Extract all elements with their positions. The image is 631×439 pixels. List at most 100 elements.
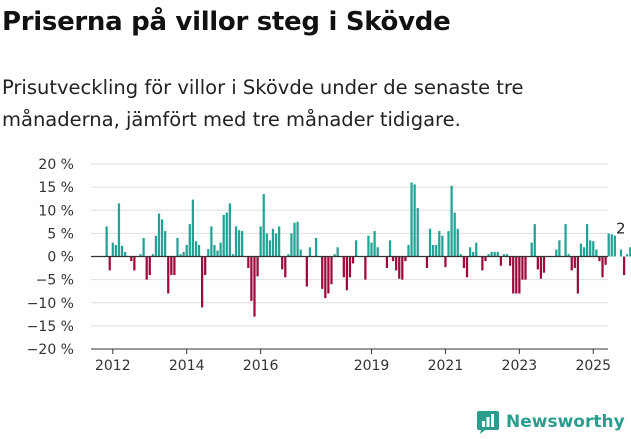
bar [130, 256, 133, 262]
bar [370, 242, 373, 257]
bar [173, 256, 176, 275]
y-tick-label: −15 % [27, 319, 74, 335]
bar [391, 256, 395, 262]
bar [536, 256, 539, 270]
bar [336, 247, 339, 257]
bar [314, 238, 318, 257]
bar [576, 256, 579, 294]
bar [228, 203, 231, 257]
bar [197, 244, 201, 257]
bar [496, 251, 499, 257]
bar [524, 256, 527, 280]
bar [305, 256, 308, 287]
bar [324, 256, 327, 299]
bar [619, 249, 623, 257]
bar [154, 235, 158, 257]
bar [333, 254, 336, 257]
bar [145, 256, 148, 280]
bar [595, 249, 598, 257]
bar [111, 242, 114, 257]
bar [530, 242, 533, 257]
bar [124, 251, 127, 257]
bar [481, 256, 484, 271]
bar [293, 222, 296, 257]
bar [425, 256, 429, 269]
newsworthy-logo-icon [477, 411, 499, 434]
brand: Newsworthy [476, 408, 625, 436]
bar [404, 256, 407, 262]
bar [586, 224, 589, 257]
bar [105, 226, 108, 257]
bar [407, 244, 410, 257]
bar [453, 212, 456, 257]
bar [401, 256, 404, 280]
bar [367, 235, 370, 257]
bar [194, 241, 198, 257]
bar [133, 256, 136, 271]
bar [188, 224, 191, 257]
bar [484, 256, 487, 262]
bar [613, 235, 616, 257]
x-tick-label: 2019 [354, 358, 390, 374]
bar [148, 256, 151, 275]
bar [598, 256, 601, 262]
bar [376, 247, 379, 257]
bar [160, 219, 164, 257]
bar [364, 256, 367, 280]
y-tick-label: 15 % [38, 180, 74, 196]
brand-name: Newsworthy [506, 412, 625, 432]
bar [151, 254, 154, 257]
x-tick-label: 2012 [95, 358, 131, 374]
bar [216, 250, 219, 257]
bar [231, 254, 235, 257]
bar [490, 251, 493, 257]
chart-subtitle: Prisutveckling för villor i Skövde under… [2, 76, 524, 131]
y-tick-label: 10 % [38, 203, 74, 219]
bar [241, 231, 244, 257]
bar [555, 249, 558, 257]
y-tick-label: 0 % [47, 250, 74, 266]
bar [570, 256, 573, 271]
bar [465, 256, 469, 278]
bar [170, 256, 173, 275]
bar [475, 242, 478, 257]
chart-title: Priserna på villor steg i Skövde [2, 7, 451, 37]
bar [191, 199, 194, 257]
x-tick-label: 2016 [243, 358, 279, 374]
bar [225, 212, 228, 257]
y-tick-label: −20 % [27, 342, 74, 358]
bar [256, 256, 259, 277]
bar [515, 256, 518, 294]
bar [213, 244, 216, 257]
bar [539, 256, 543, 279]
bar [278, 226, 281, 257]
x-tick-label: 2021 [428, 358, 464, 374]
bar [450, 185, 453, 257]
bar [167, 256, 170, 294]
bar [607, 233, 610, 257]
bar [179, 254, 182, 257]
bar [459, 254, 462, 257]
bar [472, 251, 475, 257]
bar [274, 233, 278, 257]
bar [432, 244, 435, 257]
bar [395, 256, 398, 271]
bar [610, 234, 613, 257]
bar [398, 256, 401, 279]
bar [201, 256, 204, 308]
bar [164, 231, 167, 257]
bar [373, 231, 376, 257]
bar [499, 256, 502, 266]
bar [416, 207, 419, 257]
bar [385, 256, 389, 269]
bar [120, 245, 124, 257]
bar [413, 184, 416, 257]
bar [468, 247, 472, 257]
bar [388, 240, 392, 257]
bar [502, 254, 506, 257]
bar [176, 238, 179, 257]
x-tick-label: 2014 [169, 358, 205, 374]
bar [509, 256, 512, 266]
bar [592, 241, 595, 257]
bar [582, 247, 586, 257]
